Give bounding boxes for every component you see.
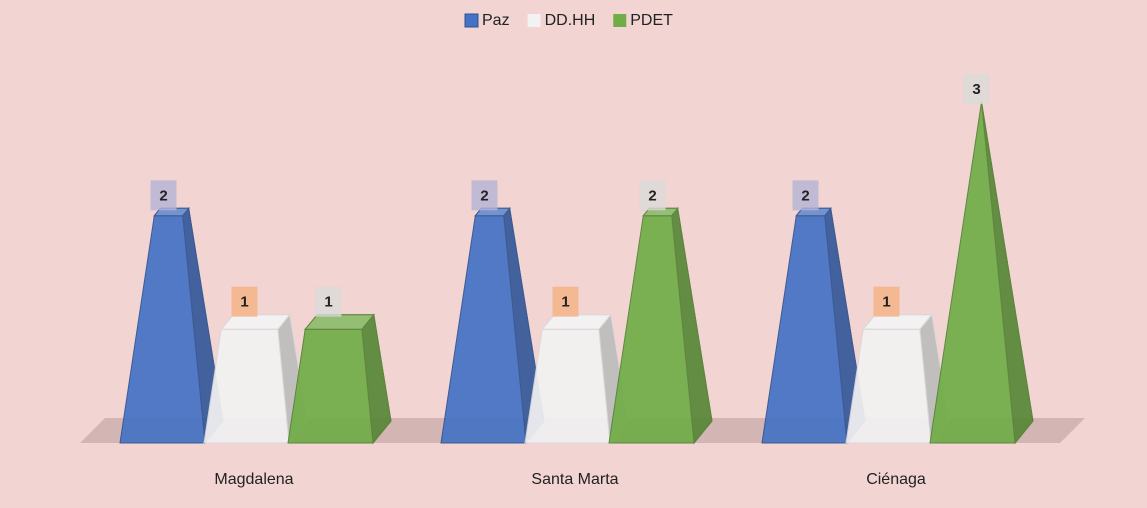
bar [845, 313, 950, 445]
value-label-box [471, 180, 498, 211]
legend-label: Paz [482, 12, 510, 29]
legend-label: DD.HH [545, 12, 596, 29]
value-label-box [315, 286, 342, 317]
legend-swatch [527, 14, 541, 27]
value-label: 2 [801, 187, 809, 204]
value-label-box [963, 74, 990, 104]
value-label: 2 [480, 187, 488, 204]
bar [929, 101, 1034, 445]
legend-swatch [464, 13, 479, 28]
value-label: 2 [648, 187, 656, 204]
value-label: 2 [159, 187, 167, 204]
value-label-box [150, 180, 177, 211]
value-label: 1 [561, 294, 569, 311]
value-label: 1 [882, 294, 890, 311]
bar-face [220, 314, 291, 330]
bar [608, 207, 713, 445]
value-label: 1 [240, 294, 248, 311]
legend-label: PDET [630, 12, 673, 29]
value-label-box [231, 286, 258, 317]
x-tick-label: Ciénaga [866, 471, 926, 488]
value-label-box [552, 286, 579, 317]
x-tick-label: Santa Marta [531, 471, 618, 488]
value-label: 1 [324, 294, 332, 311]
bar-face [304, 314, 375, 330]
legend-swatch [613, 14, 627, 27]
value-label: 3 [972, 81, 980, 98]
bar-face [541, 314, 612, 330]
value-label-box [639, 180, 666, 211]
value-label-box [792, 180, 819, 211]
value-label-box [873, 286, 900, 317]
bar [287, 313, 392, 445]
bar-face [929, 101, 1016, 444]
x-tick-label: Magdalena [214, 471, 293, 488]
bar-face [862, 314, 933, 330]
